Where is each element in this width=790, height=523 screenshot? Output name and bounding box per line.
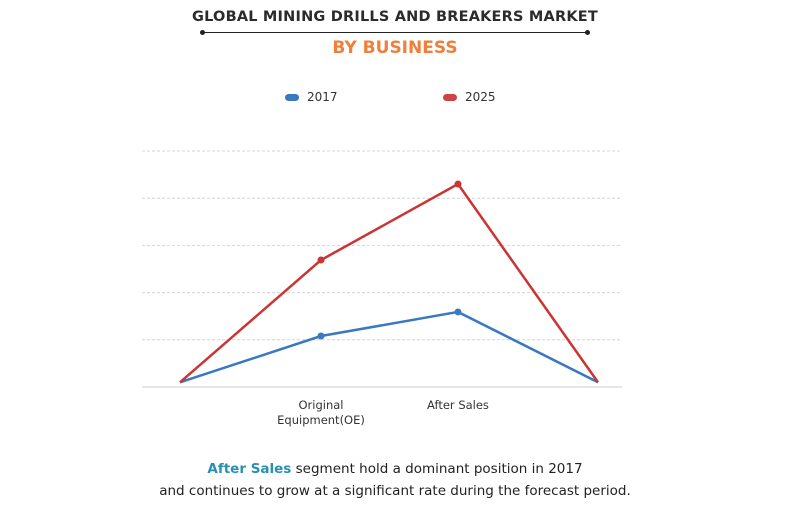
legend-label: 2017 bbox=[307, 90, 338, 104]
data-point-2025 bbox=[317, 256, 325, 264]
legend-item-2017: 2017 bbox=[285, 90, 338, 104]
caption-highlight: After Sales bbox=[207, 461, 292, 477]
caption-line1: segment hold a dominant position in 2017 bbox=[291, 461, 583, 477]
series-line-2025 bbox=[179, 182, 600, 384]
divider-dot bbox=[200, 30, 205, 35]
x-tick-label: After Sales bbox=[427, 398, 489, 412]
legend-item-2025: 2025 bbox=[443, 90, 496, 104]
legend-label: 2025 bbox=[465, 90, 496, 104]
x-tick-label: Equipment(OE) bbox=[277, 413, 365, 427]
data-point-2017 bbox=[454, 308, 462, 316]
title-divider bbox=[202, 32, 588, 33]
x-tick-label: Original bbox=[298, 398, 343, 412]
caption-line2: and continues to grow at a significant r… bbox=[159, 483, 631, 499]
data-point-2025 bbox=[454, 180, 462, 188]
chart-caption: After Sales segment hold a dominant posi… bbox=[0, 458, 790, 502]
series-line-2017 bbox=[179, 310, 599, 384]
chart-title: GLOBAL MINING DRILLS AND BREAKERS MARKET bbox=[192, 9, 598, 25]
chart-subtitle: BY BUSINESS bbox=[332, 38, 458, 58]
legend-swatch-2025 bbox=[443, 93, 457, 101]
data-point-2017 bbox=[317, 332, 325, 340]
divider-dot bbox=[585, 30, 590, 35]
legend-swatch-2017 bbox=[285, 93, 299, 101]
